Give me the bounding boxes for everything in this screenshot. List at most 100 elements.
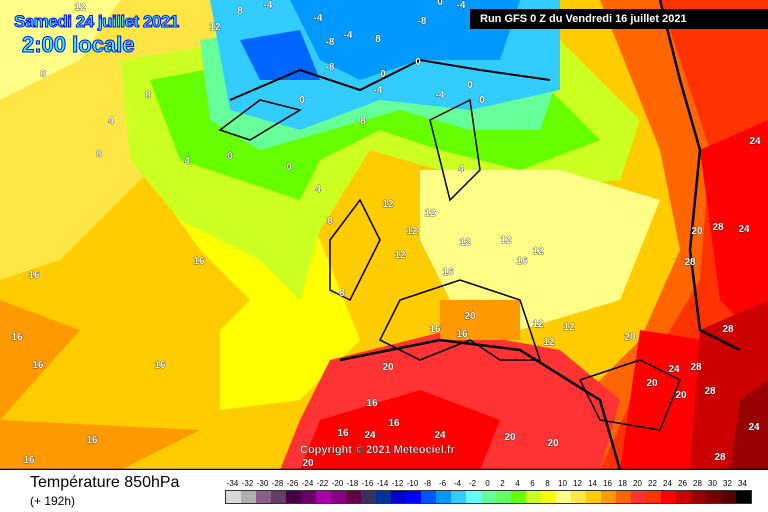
contour-label: 28 xyxy=(714,452,726,463)
contour-label: 12 xyxy=(74,2,86,13)
arctic-coastline xyxy=(229,58,551,101)
legend-tick: -6 xyxy=(438,479,447,488)
legend-tick: 20 xyxy=(633,479,642,488)
legend-tick: -26 xyxy=(286,479,299,488)
contour-label: 0 xyxy=(479,95,485,106)
contour-label: 28 xyxy=(712,222,724,233)
contour-label: 16 xyxy=(388,418,400,429)
coastlines xyxy=(218,98,681,431)
temperature-map: 12 812-4-4-8-4 80 -4-8-800-400-408440084884… xyxy=(0,0,768,470)
legend-swatch xyxy=(241,491,256,503)
legend-swatch xyxy=(676,491,691,503)
legend-swatch xyxy=(706,491,721,503)
legend-tick: 2 xyxy=(500,479,505,488)
contour-label: -4 xyxy=(374,85,383,96)
legend-ticks: -34 -32 -30 -28 -26 -24 -22 -20 -18 -16 -14 -12 -10-… xyxy=(225,479,750,488)
legend-tick: -10 xyxy=(406,479,419,488)
contour-label: 8 xyxy=(237,6,243,17)
legend-swatch xyxy=(496,491,511,503)
contour-label: 28 xyxy=(704,386,716,397)
temp-region-10 xyxy=(0,0,120,100)
contour-label: 12 xyxy=(424,208,436,219)
legend-tick: 6 xyxy=(530,479,535,488)
legend-tick: -18 xyxy=(346,479,359,488)
temp-region-16 xyxy=(0,300,200,470)
legend-swatch xyxy=(691,491,706,503)
contour-label: 0 xyxy=(299,95,305,106)
legend-swatch xyxy=(541,491,556,503)
contour-label: 28 xyxy=(722,324,734,335)
contour-label: 20 xyxy=(504,432,516,443)
footer: Température 850hPa (+ 192h) -34 -32 -30 -28… xyxy=(0,470,768,512)
contour-label: 20 xyxy=(382,362,394,373)
contour-label: 24 xyxy=(364,430,376,441)
contour-label: 12 xyxy=(382,199,394,210)
legend-swatch xyxy=(286,491,301,503)
legend-swatch xyxy=(481,491,496,503)
temp-region-10-east xyxy=(420,170,660,330)
contour-label: 0 xyxy=(467,80,473,91)
contour-label: 20 xyxy=(691,226,703,237)
legend-tick: 22 xyxy=(648,479,657,488)
legend-tick: 14 xyxy=(588,479,597,488)
legend-swatch xyxy=(271,491,286,503)
contour-label: 12 xyxy=(532,246,544,257)
contour-label: 16 xyxy=(86,435,98,446)
legend-swatch xyxy=(301,491,316,503)
contour-label: 4 xyxy=(315,184,321,195)
legend-swatch xyxy=(601,491,616,503)
legend-swatch xyxy=(556,491,571,503)
contour-label: -4 xyxy=(344,30,353,41)
contour-label: 8 xyxy=(96,149,102,160)
contour-label: 28 xyxy=(684,257,696,268)
legend-tick: -34 xyxy=(226,479,239,488)
contour-label: 16 xyxy=(23,455,35,466)
contour-label: 12 xyxy=(406,226,418,237)
legend-swatch xyxy=(736,491,751,503)
contour-label: 8 xyxy=(40,69,46,80)
legend-swatch xyxy=(631,491,646,503)
contour-label: 4 xyxy=(108,116,114,127)
legend-swatch xyxy=(376,491,391,503)
contour-label: -4 xyxy=(457,0,466,11)
valid-date: Samedi 24 juillet 2021 xyxy=(14,12,180,32)
contour-label: 24 xyxy=(434,430,446,441)
legend-tick: 4 xyxy=(515,479,520,488)
contour-label: 20 xyxy=(547,438,559,449)
legend-swatch xyxy=(661,491,676,503)
contour-label: 8 xyxy=(375,34,381,45)
legend-tick: 26 xyxy=(678,479,687,488)
legend-swatch xyxy=(526,491,541,503)
legend-swatch xyxy=(406,491,421,503)
contour-label: 24 xyxy=(738,224,750,235)
legend-tick: -12 xyxy=(391,479,404,488)
legend-tick: 32 xyxy=(723,479,732,488)
run-info: Run GFS 0 Z du Vendredi 16 juillet 2021 xyxy=(470,9,768,29)
legend-swatch xyxy=(316,491,331,503)
contour-label: 16 xyxy=(193,256,205,267)
map-title: Température 850hPa xyxy=(30,474,180,491)
contour-label: -4 xyxy=(314,13,323,24)
temp-region-30 xyxy=(730,380,768,470)
legend-swatch xyxy=(361,491,376,503)
copyright: Copyright © 2021 Meteociel.fr xyxy=(300,444,455,456)
contour-label: 8 xyxy=(145,90,151,101)
contour-label: 16 xyxy=(442,267,454,278)
legend-swatch xyxy=(586,491,601,503)
contour-label: 16 xyxy=(32,360,44,371)
legend-swatch xyxy=(436,491,451,503)
legend-tick: 8 xyxy=(545,479,550,488)
legend-tick: 10 xyxy=(558,479,567,488)
legend-swatch xyxy=(256,491,271,503)
contour-label: 16 xyxy=(11,332,23,343)
temp-region-16-alps xyxy=(440,300,520,340)
contour-label: -8 xyxy=(326,37,335,48)
contour-label: 16 xyxy=(337,428,349,439)
valid-time: 2:00 locale xyxy=(22,32,136,58)
legend-tick: 18 xyxy=(618,479,627,488)
legend-swatch xyxy=(346,491,361,503)
contour-label: 16 xyxy=(366,398,378,409)
contour-label: -4 xyxy=(264,0,273,11)
contour-label: 12 xyxy=(500,235,512,246)
legend-tick: -2 xyxy=(468,479,477,488)
